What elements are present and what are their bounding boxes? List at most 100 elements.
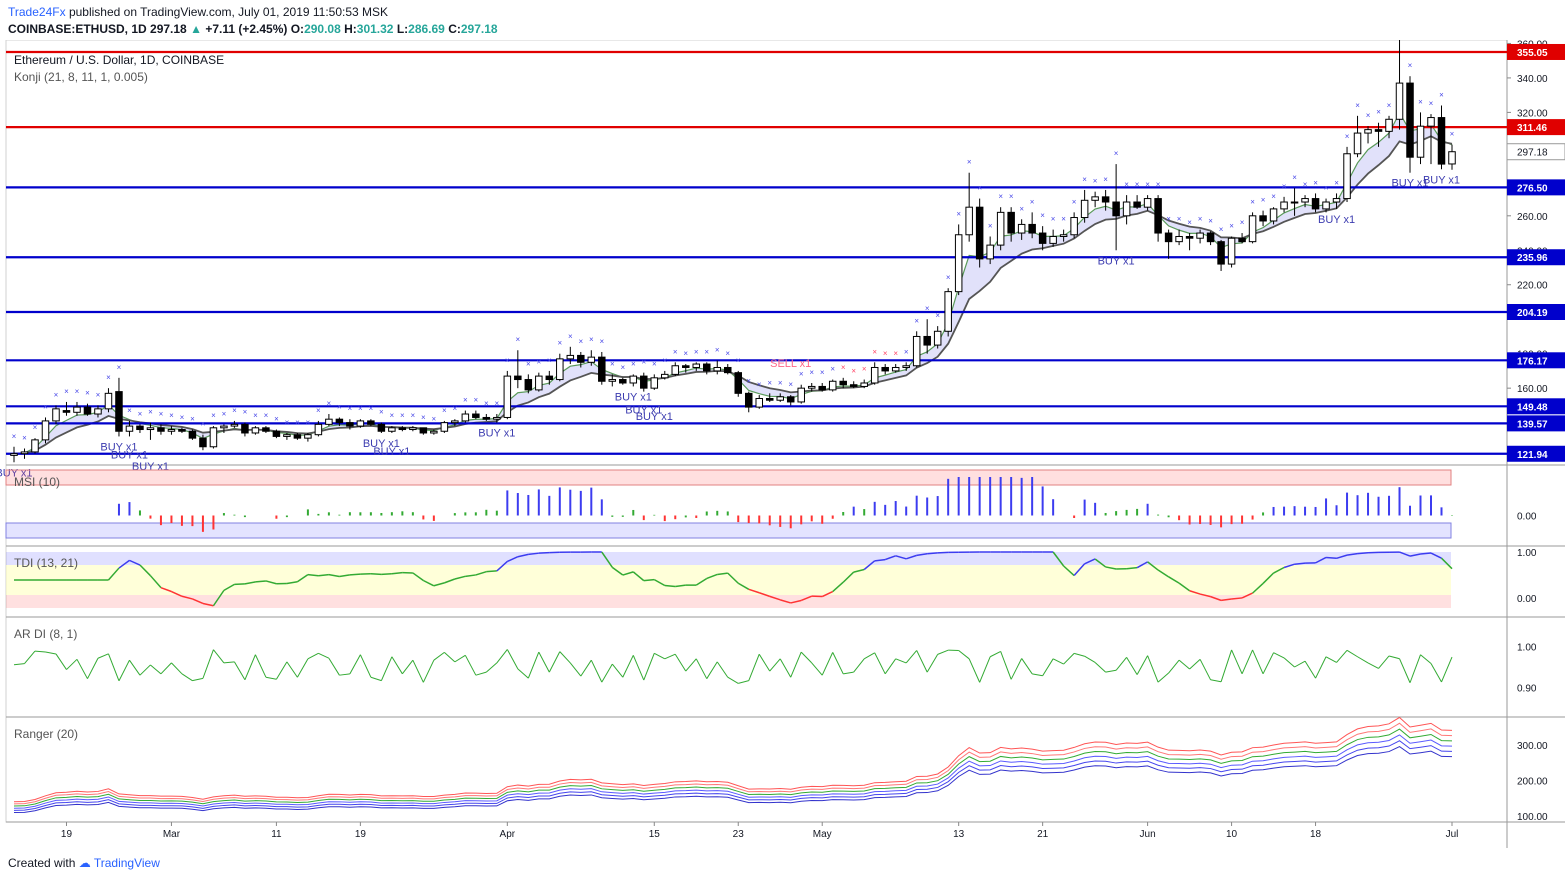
- chart-frame: [5, 40, 1508, 823]
- signal-cross-icon: ×: [1429, 99, 1434, 108]
- signal-cross-icon: ×: [568, 332, 573, 341]
- signal-cross-icon: ×: [1135, 180, 1140, 189]
- ardi-line-seg: [444, 652, 456, 663]
- ardi-line-seg: [202, 649, 214, 679]
- candle-body: [598, 356, 606, 382]
- tdi-line-seg: [842, 571, 855, 583]
- signal-cross-icon: ×: [474, 396, 479, 405]
- level-tag-235.96: [1507, 249, 1565, 266]
- candle-body: [1248, 215, 1257, 243]
- signal-cross-icon: ×: [746, 377, 751, 386]
- candle-body: [986, 244, 994, 260]
- tdi-line-seg: [255, 580, 266, 583]
- signal-label: BUY x1: [1391, 178, 1428, 190]
- tdi-line-seg: [423, 579, 435, 587]
- candle-body: [325, 418, 333, 425]
- footer: Created with ☁ TradingView: [8, 856, 160, 870]
- candle-body: [461, 413, 470, 422]
- ardi-line-seg: [884, 658, 897, 675]
- published-text: published on TradingView.com, July 01, 2…: [68, 5, 389, 19]
- ardi-line-seg: [223, 661, 235, 664]
- ardi-line-seg: [380, 656, 393, 681]
- candle-body: [503, 375, 512, 418]
- ardi-line-seg: [958, 650, 970, 660]
- ardi-line-seg: [1346, 649, 1358, 658]
- signal-cross-icon: ×: [1040, 211, 1045, 220]
- tdi-line-seg: [853, 568, 865, 573]
- candle-body: [954, 234, 963, 293]
- signal-cross-icon: ×: [348, 404, 353, 413]
- candle-body: [797, 387, 805, 403]
- ardi-line-seg: [832, 652, 844, 675]
- candle-body: [723, 366, 732, 374]
- time-tick-label: Apr: [500, 829, 516, 840]
- signal-cross-icon: ×: [463, 396, 468, 405]
- signal-label: BUY x1: [363, 438, 400, 450]
- ardi-line-seg: [1367, 662, 1379, 669]
- ardi-line-seg: [76, 659, 88, 679]
- ardi-line-seg: [129, 659, 141, 676]
- ardi-line-seg: [150, 664, 162, 675]
- ardi-line-seg: [1304, 660, 1316, 679]
- candle-body: [1101, 196, 1110, 203]
- ardi-line-seg: [1147, 655, 1159, 683]
- signal-cross-icon: ×: [264, 411, 269, 420]
- candle-body: [577, 354, 585, 363]
- ardi-line-seg: [318, 652, 330, 659]
- ardi-line-seg: [496, 649, 508, 664]
- tdi-line-seg: [1273, 566, 1285, 574]
- signal-cross-icon: ×: [1072, 197, 1077, 206]
- candle-body: [849, 384, 858, 387]
- level-label: 235.96: [1517, 253, 1548, 264]
- signal-cross-icon: ×: [453, 404, 458, 413]
- ardi-line-seg: [171, 662, 183, 675]
- tdi-line-seg: [1430, 552, 1442, 559]
- ardi-line-seg: [66, 658, 78, 670]
- signal-cross-icon: ×: [1229, 221, 1234, 230]
- ranger-band-1: [13, 722, 1453, 805]
- candle-body: [807, 385, 816, 389]
- candle-body: [104, 392, 113, 410]
- candle-body: [157, 427, 165, 432]
- signal-cross-icon: ×: [1313, 178, 1318, 187]
- price-chart[interactable]: 160.00180.00220.00240.00260.00320.00340.…: [0, 40, 1565, 848]
- signal-cross-icon: ×: [180, 413, 185, 422]
- tdi-line-seg: [444, 578, 456, 584]
- candle-body: [1322, 201, 1330, 210]
- candle-body: [199, 437, 207, 448]
- candle-body: [1154, 198, 1162, 234]
- tdi-line-seg: [884, 555, 896, 561]
- signal-cross-icon: ×: [956, 209, 961, 218]
- ardi-title: AR DI (8, 1): [14, 627, 77, 641]
- tradingview-link[interactable]: TradingView: [93, 856, 160, 870]
- tdi-line-seg: [622, 571, 634, 576]
- candle-body: [1049, 235, 1057, 244]
- candle-body: [524, 379, 533, 391]
- tdi-line-seg: [202, 602, 214, 607]
- tdi-line-seg: [717, 572, 728, 576]
- time-tick-label: May: [813, 829, 832, 840]
- ardi-line-seg: [580, 659, 592, 677]
- tdi-line-seg: [1262, 572, 1275, 584]
- candle-body: [1206, 232, 1215, 243]
- ardi-line-seg: [1262, 652, 1275, 675]
- ardi-tick: 1.00: [1517, 643, 1537, 654]
- candle-body: [587, 356, 596, 363]
- tdi-line-seg: [601, 551, 613, 568]
- signal-cross-icon: ×: [557, 339, 562, 348]
- candle-body: [1028, 223, 1036, 234]
- level-label: 139.57: [1517, 419, 1548, 430]
- tdi-line-seg: [486, 570, 497, 573]
- candle-body: [262, 427, 270, 432]
- last-price-tag: [1506, 143, 1565, 161]
- tdi-line-seg: [1315, 556, 1327, 564]
- candle-body: [629, 375, 638, 384]
- candle-body: [1395, 82, 1404, 120]
- ardi-line-seg: [1210, 679, 1222, 683]
- brand-link[interactable]: Trade24Fx: [8, 5, 66, 19]
- signal-cross-icon: ×: [22, 433, 27, 442]
- level-tag-276.5: [1507, 179, 1565, 196]
- tdi-line-seg: [874, 558, 886, 562]
- ardi-line-seg: [433, 651, 445, 661]
- tdi-line-seg: [895, 555, 907, 560]
